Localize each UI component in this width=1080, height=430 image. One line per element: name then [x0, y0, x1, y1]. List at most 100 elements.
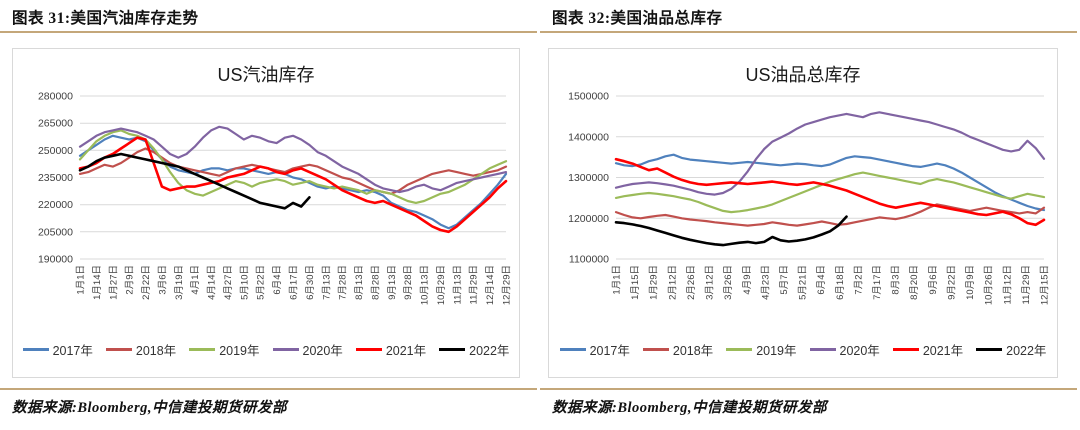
x-axis-tick: 10月26日	[984, 265, 995, 305]
gasoline-inventory-chart: US汽油库存 190000 205000 220000 235000 250000 265…	[12, 48, 520, 378]
legend-item: 2020年	[272, 340, 343, 359]
x-axis-tick: 6月4日	[272, 265, 283, 295]
y-axis-tick: 265000	[38, 118, 73, 130]
x-axis-tick: 4月1日	[190, 265, 201, 295]
legend-label: 2022年	[469, 344, 510, 358]
figure-32-caption: 图表 32:美国油品总库存	[552, 10, 723, 27]
x-axis-tick: 8月20日	[909, 265, 920, 300]
legend-line-swatch	[439, 348, 466, 351]
x-axis-tick: 1月27日	[108, 265, 119, 300]
x-axis-tick: 11月29日	[469, 265, 480, 304]
legend-item: 2019年	[726, 340, 797, 359]
x-axis-tick: 10月13日	[420, 265, 431, 305]
x-axis-tick: 1月15日	[630, 265, 641, 300]
series-line-2019年	[614, 171, 1046, 214]
series-line-2022年	[614, 215, 848, 247]
caption-divider	[540, 31, 1077, 33]
x-axis-tick: 6月17日	[289, 265, 300, 300]
x-axis-tick: 1月29日	[649, 265, 660, 300]
data-source-note: 数据来源:Bloomberg,中信建投期货研发部	[552, 400, 828, 416]
legend-label: 2018年	[672, 344, 714, 358]
legend-item: 2021年	[892, 340, 964, 359]
source-divider	[540, 388, 1077, 390]
legend-item: 2020年	[809, 340, 880, 359]
legend-item: 2018年	[642, 340, 714, 359]
legend-label: 2021年	[385, 344, 427, 358]
x-axis-tick: 2月9日	[125, 265, 136, 295]
legend-line-swatch	[355, 348, 382, 351]
x-axis-tick: 8月28日	[370, 265, 381, 300]
y-axis-tick: 1100000	[569, 254, 609, 266]
line-chart-plot: 1100000 1200000 1300000 1400000 1500000 1月1日 1…	[568, 91, 1051, 306]
x-axis-tick: 7月2日	[853, 265, 864, 295]
x-axis-tick: 4月14日	[207, 265, 218, 300]
legend-label: 2018年	[135, 344, 177, 358]
total-oil-inventory-chart: US油品总库存 1100000 1200000 1300000 1400000 1500…	[548, 48, 1058, 378]
legend-line-swatch	[642, 348, 669, 351]
series-line-2018年	[614, 203, 1046, 227]
y-axis-tick: 235000	[38, 172, 73, 184]
data-source-note: 数据来源:Bloomberg,中信建投期货研发部	[12, 400, 288, 416]
x-axis-tick: 9月6日	[928, 265, 939, 295]
x-axis-tick: 3月26日	[723, 265, 734, 300]
x-axis-tick: 2月26日	[686, 265, 697, 300]
x-axis-tick: 1月14日	[92, 265, 103, 300]
x-axis-tick: 12月15日	[1040, 265, 1051, 305]
x-axis-tick: 7月17日	[872, 265, 883, 300]
x-axis-tick: 5月7日	[779, 265, 790, 295]
legend-line-swatch	[105, 348, 132, 351]
chart-legend: 2017年 2018年 2019年 2020年 2021年 2022年	[549, 340, 1057, 359]
line-chart-plot: 190000 205000 220000 235000 250000 265000 2800…	[38, 91, 513, 306]
x-axis-tick: 9月28日	[403, 265, 414, 300]
x-axis-tick: 10月9日	[965, 265, 976, 300]
legend-label: 2017年	[589, 344, 630, 358]
source-divider	[0, 388, 537, 390]
x-axis-tick: 9月22日	[947, 265, 958, 300]
series-line-2020年	[78, 125, 508, 194]
y-axis-tick: 1500000	[568, 91, 609, 103]
x-axis-tick: 2月22日	[141, 265, 152, 300]
series-line-2017年	[78, 134, 508, 230]
legend-line-swatch	[272, 348, 299, 351]
legend-item: 2022年	[439, 340, 509, 359]
x-axis-tick: 5月10日	[239, 265, 250, 300]
x-axis-tick: 12月29日	[502, 265, 513, 305]
caption-divider	[0, 31, 537, 33]
x-axis-tick: 6月30日	[305, 265, 316, 300]
figure-31-caption: 图表 31:美国汽油库存走势	[12, 10, 199, 27]
x-axis-tick: 4月23日	[760, 265, 771, 300]
series-line-2022年	[78, 152, 311, 210]
legend-item: 2018年	[105, 340, 177, 359]
x-axis-tick: 6月4日	[816, 265, 827, 295]
x-axis-tick: 8月3日	[891, 265, 902, 295]
legend-label: 2021年	[922, 344, 964, 358]
legend-item: 2017年	[559, 340, 630, 359]
y-axis-tick: 190000	[38, 254, 73, 266]
x-axis-tick: 12月14日	[485, 265, 496, 305]
legend-line-swatch	[726, 348, 753, 351]
legend-line-swatch	[892, 348, 919, 351]
x-axis-tick: 3月6日	[157, 265, 168, 295]
legend-label: 2019年	[219, 344, 260, 358]
chart-title: US油品总库存	[745, 65, 861, 85]
legend-line-swatch	[22, 348, 49, 351]
y-axis-tick: 220000	[38, 199, 73, 211]
x-axis-tick: 11月13日	[452, 265, 463, 304]
x-axis-tick: 4月9日	[742, 265, 753, 295]
x-axis-tick: 1月1日	[76, 265, 87, 295]
y-axis-tick: 1200000	[568, 213, 609, 225]
series-line-2021年	[78, 136, 508, 234]
y-axis-tick: 250000	[38, 145, 73, 157]
series-line-2018年	[78, 147, 508, 195]
x-axis-tick: 8月13日	[354, 265, 365, 300]
chart-title: US汽油库存	[217, 65, 315, 85]
x-axis-tick: 10月29日	[436, 265, 447, 305]
figure-32-column: 图表 32:美国油品总库存 US油品总库存 1100000 1200000 1300…	[540, 0, 1080, 430]
x-axis-tick: 5月22日	[256, 265, 267, 300]
legend-line-swatch	[976, 348, 1003, 351]
y-axis-tick: 1300000	[568, 172, 609, 184]
legend-item: 2021年	[355, 340, 427, 359]
y-axis-tick: 280000	[38, 91, 73, 103]
series-line-2021年	[614, 157, 1046, 227]
